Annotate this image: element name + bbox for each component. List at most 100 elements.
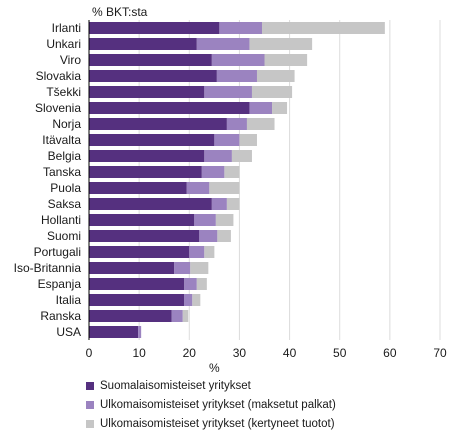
bar-segment-3 (196, 278, 207, 290)
legend-item: Ulkomaisomisteiset yritykset (kertyneet … (86, 414, 336, 433)
bar-segment-3 (264, 54, 308, 66)
bar-segment-2 (211, 198, 227, 210)
bar-segment-3 (190, 262, 209, 274)
bar-segment-2 (214, 134, 240, 146)
legend-label: Ulkomaisomisteiset yritykset (kertyneet … (100, 417, 335, 430)
x-tick-label: 10 (132, 346, 146, 360)
legend-label: Ulkomaisomisteiset yritykset (maksetut p… (100, 398, 336, 411)
legend-item: Ulkomaisomisteiset yritykset (maksetut p… (86, 395, 336, 414)
bar-segment-1 (89, 150, 205, 162)
bar-segment-3 (192, 294, 201, 306)
bar-segment-3 (217, 230, 231, 242)
bar-segment-2 (184, 278, 197, 290)
category-label: Hollanti (41, 213, 81, 227)
category-label: Itävalta (42, 133, 81, 147)
bar-segment-1 (89, 214, 195, 226)
bar-segment-2 (219, 22, 262, 34)
category-label: Slovakia (36, 69, 82, 83)
bar-segment-3 (215, 214, 234, 226)
bar-segment-2 (189, 246, 205, 258)
bar-segment-1 (89, 310, 172, 322)
x-tick-label: 20 (183, 346, 197, 360)
bar-segment-3 (226, 198, 240, 210)
legend: Suomalaisomisteiset yritykset Ulkomaisomi… (86, 376, 336, 433)
bar-segment-2 (204, 86, 252, 98)
bar-segment-2 (199, 230, 218, 242)
bar-segment-1 (89, 198, 212, 210)
bar-segment-2 (226, 118, 247, 130)
bar-segment-3 (261, 22, 385, 34)
legend-swatch (86, 419, 94, 428)
bar-segment-3 (239, 134, 257, 146)
bar-segment-1 (89, 70, 217, 82)
bar-segment-3 (256, 70, 295, 82)
category-label: Iso-Britannia (14, 261, 82, 275)
legend-item: Suomalaisomisteiset yritykset (86, 376, 336, 395)
bar-segment-3 (272, 102, 288, 114)
bar-segment-3 (251, 86, 293, 98)
bar-segment-1 (89, 294, 185, 306)
category-label: Norja (52, 117, 81, 131)
bar-segment-1 (89, 54, 212, 66)
category-label: Italia (56, 293, 82, 307)
x-tick-label: 0 (86, 346, 93, 360)
category-label: USA (56, 325, 81, 339)
x-tick-label: 30 (233, 346, 247, 360)
category-label: Suomi (47, 229, 81, 243)
bar-segment-2 (216, 70, 257, 82)
bar-segment-1 (89, 102, 250, 114)
category-label: Belgia (48, 149, 82, 163)
bar-segment-2 (204, 150, 232, 162)
bar-segment-1 (89, 22, 220, 34)
category-label: Ranska (40, 309, 81, 323)
bar-segment-1 (89, 262, 175, 274)
bar-segment-3 (249, 38, 313, 50)
bar-segment-3 (231, 150, 252, 162)
bar-segment-3 (224, 166, 240, 178)
bar-segment-3 (246, 118, 275, 130)
bar-segment-1 (89, 134, 215, 146)
x-tick-label: 40 (283, 346, 297, 360)
legend-label: Suomalaisomisteiset yritykset (100, 379, 251, 392)
bar-segment-1 (89, 246, 190, 258)
bar-segment-2 (174, 262, 191, 274)
category-label: Unkari (46, 37, 81, 51)
x-tick-label: 70 (433, 346, 447, 360)
x-axis-label: % (209, 361, 220, 375)
x-tick-label: 50 (333, 346, 347, 360)
bar-segment-1 (89, 326, 139, 338)
category-label: Portugali (34, 245, 81, 259)
bar-segment-1 (89, 182, 187, 194)
bar-segment-2 (196, 38, 250, 50)
category-label: Puola (50, 181, 81, 195)
category-label: Slovenia (35, 101, 81, 115)
bar-segment-1 (89, 230, 200, 242)
category-label: Irlanti (52, 21, 81, 35)
bar-segment-1 (89, 166, 202, 178)
bar-segment-2 (138, 326, 142, 338)
bar-segment-2 (186, 182, 210, 194)
bar-segment-2 (249, 102, 273, 114)
category-label: Espanja (38, 277, 82, 291)
category-label: Saksa (48, 197, 82, 211)
x-tick-label: 60 (383, 346, 397, 360)
bar-segment-3 (182, 310, 189, 322)
bar-segment-1 (89, 118, 227, 130)
category-label: Tanska (43, 165, 81, 179)
category-label: Viro (60, 53, 81, 67)
bar-segment-2 (194, 214, 216, 226)
bar-segment-2 (211, 54, 265, 66)
legend-swatch (86, 400, 94, 409)
bar-segment-1 (89, 278, 185, 290)
unit-label: % BKT:sta (92, 5, 148, 19)
bar-segment-1 (89, 86, 205, 98)
bar-segment-2 (171, 310, 183, 322)
bar-segment-3 (209, 182, 240, 194)
bar-segment-2 (184, 294, 193, 306)
category-label: Tšekki (46, 85, 81, 99)
legend-swatch (86, 381, 94, 390)
bar-segment-2 (201, 166, 225, 178)
bar-segment-1 (89, 38, 197, 50)
bar-segment-3 (204, 246, 215, 258)
